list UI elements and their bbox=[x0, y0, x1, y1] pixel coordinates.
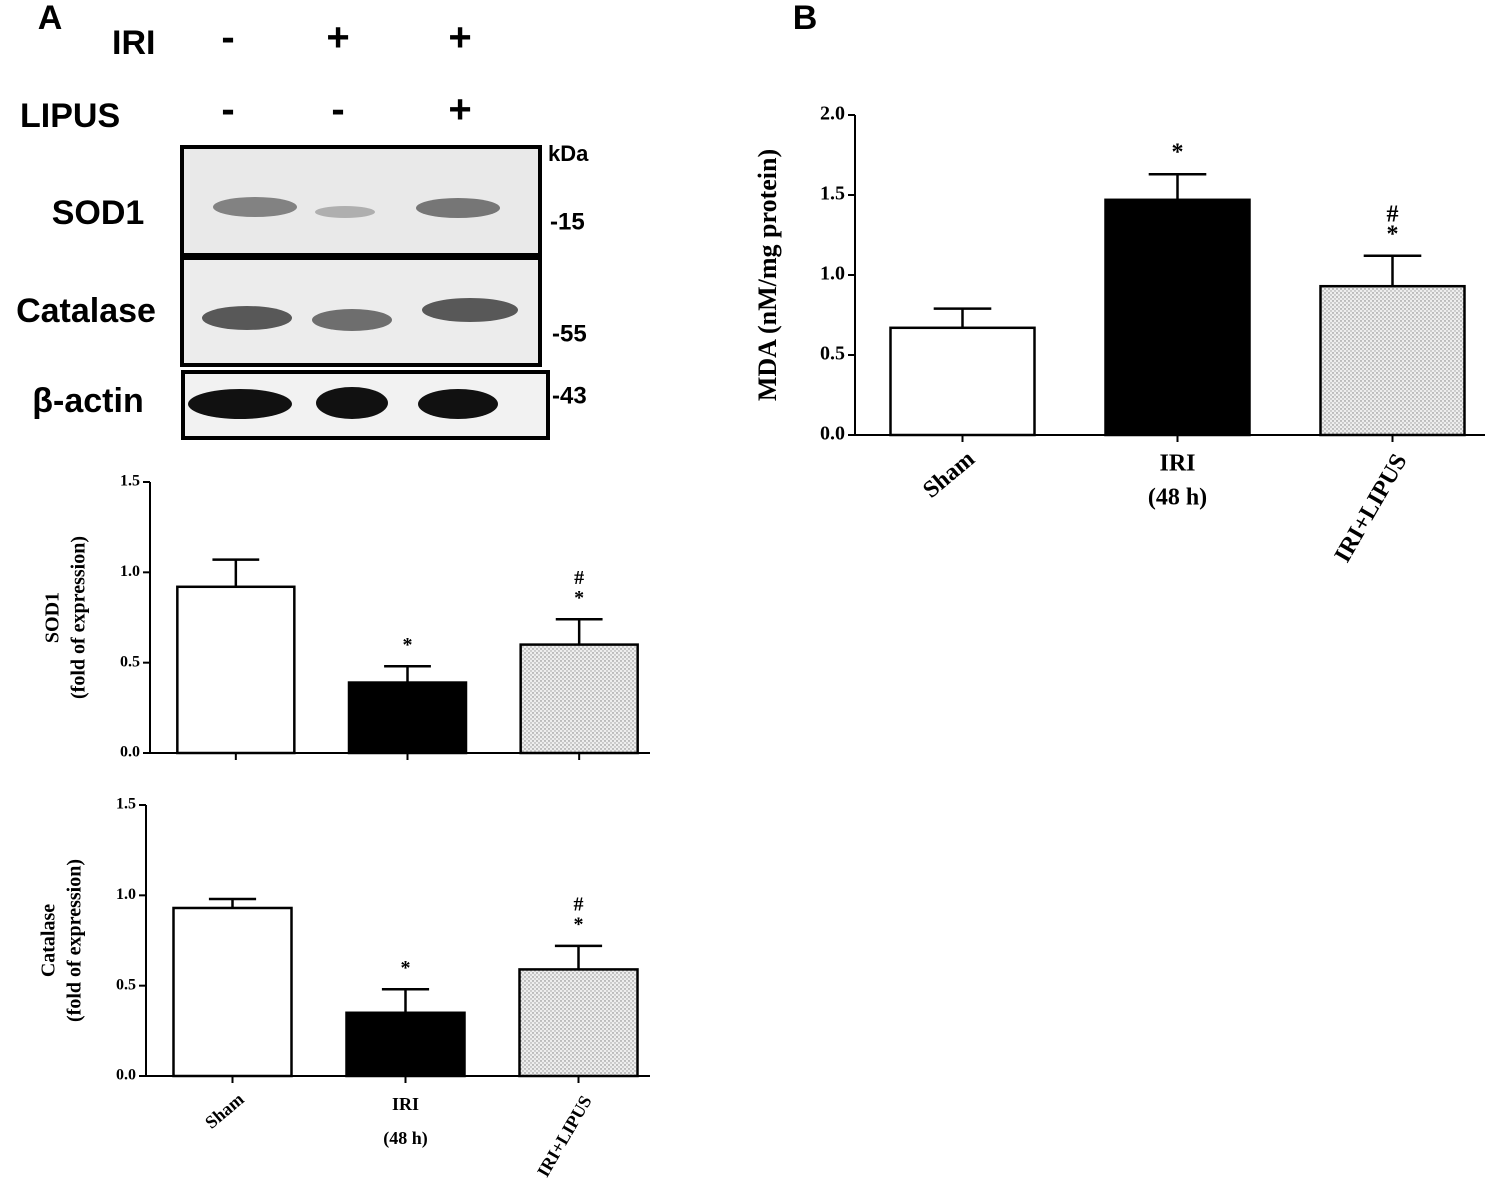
kda-unit: kDa bbox=[548, 141, 589, 166]
condition-mark: - bbox=[331, 88, 344, 132]
blot bbox=[180, 145, 550, 440]
chart: 0.0 0.5 1.0 1.5 Catalase (fold of expression)… bbox=[38, 796, 650, 1180]
kda-marker: -15 bbox=[550, 208, 585, 235]
x-tick-label: IRI+LIPUS bbox=[533, 1092, 595, 1180]
x-tick-label: Sham bbox=[201, 1089, 248, 1133]
significance-mark: # bbox=[574, 567, 584, 589]
y-tick-label: 0.0 bbox=[116, 1067, 136, 1084]
kda-marker: -55 bbox=[552, 320, 587, 347]
bar bbox=[172, 906, 293, 1078]
bar bbox=[1104, 198, 1251, 437]
significance-mark: * bbox=[401, 957, 411, 979]
bar bbox=[889, 326, 1036, 437]
error-bar bbox=[381, 988, 430, 1013]
significance-mark: * bbox=[1172, 140, 1184, 166]
bar bbox=[176, 585, 296, 755]
significance-mark: * bbox=[403, 634, 413, 656]
error-bar bbox=[555, 618, 603, 645]
bar bbox=[1319, 284, 1466, 437]
y-tick-label: 0.5 bbox=[120, 653, 140, 670]
y-tick-label: 1.5 bbox=[116, 796, 136, 813]
error-bar bbox=[933, 307, 992, 328]
error-bar bbox=[212, 558, 260, 587]
error-bar bbox=[1148, 172, 1207, 200]
condition-mark: + bbox=[326, 16, 349, 60]
y-tick-label: 1.0 bbox=[116, 886, 136, 903]
band-label: SOD1 bbox=[52, 194, 145, 232]
significance-mark: * bbox=[574, 914, 584, 936]
bar bbox=[519, 643, 639, 755]
bar bbox=[347, 681, 468, 755]
significance-mark: # bbox=[1387, 201, 1399, 227]
y-tick-label: 2.0 bbox=[820, 103, 845, 125]
y-tick-label: 1.5 bbox=[820, 183, 845, 205]
error-bar bbox=[554, 944, 603, 970]
y-tick-label: 1.5 bbox=[120, 473, 140, 490]
y-axis-title: (fold of expression) bbox=[64, 859, 86, 1022]
condition-mark: - bbox=[221, 88, 234, 132]
y-tick-label: 0.5 bbox=[820, 343, 845, 365]
x-tick-label: IRI+LIPUS bbox=[1330, 450, 1413, 567]
x-tick-label: Sham bbox=[918, 446, 980, 504]
x-tick-note: (48 h) bbox=[1148, 485, 1207, 511]
y-tick-label: 0.0 bbox=[120, 744, 140, 761]
x-tick-note: (48 h) bbox=[383, 1128, 428, 1149]
y-tick-label: 0.5 bbox=[116, 976, 136, 993]
condition-mark: - bbox=[221, 16, 234, 60]
error-bar bbox=[384, 665, 431, 683]
significance-mark: # bbox=[574, 894, 584, 916]
y-tick-label: 1.0 bbox=[820, 263, 845, 285]
condition-label: IRI bbox=[112, 24, 155, 62]
significance-mark: * bbox=[574, 587, 584, 609]
error-bar bbox=[208, 897, 257, 908]
band-label: β-actin bbox=[32, 382, 143, 420]
x-tick-label: IRI bbox=[1159, 451, 1195, 477]
y-tick-label: 0.0 bbox=[820, 423, 845, 445]
condition-mark: + bbox=[448, 88, 471, 132]
y-axis-title: SOD1 bbox=[42, 592, 64, 643]
panel-label: B bbox=[793, 0, 818, 37]
condition-mark: + bbox=[448, 16, 471, 60]
error-bar bbox=[1363, 254, 1422, 287]
x-tick-label: IRI bbox=[392, 1094, 419, 1114]
bar bbox=[518, 968, 639, 1078]
bar bbox=[345, 1011, 466, 1078]
kda-marker: -43 bbox=[552, 382, 587, 409]
y-axis-title: (fold of expression) bbox=[68, 536, 90, 699]
condition-label: LIPUS bbox=[20, 97, 120, 135]
panel-label: A bbox=[38, 0, 63, 37]
band-label: Catalase bbox=[16, 292, 156, 330]
chart: 0.0 0.5 1.0 1.5 2.0 MDA (nM/mg protein) Sham * I… bbox=[753, 103, 1485, 567]
y-axis-title: Catalase bbox=[38, 904, 60, 977]
significance-mark: * bbox=[1387, 221, 1399, 247]
y-tick-label: 1.0 bbox=[120, 563, 140, 580]
y-axis-title: MDA (nM/mg protein) bbox=[753, 149, 782, 401]
